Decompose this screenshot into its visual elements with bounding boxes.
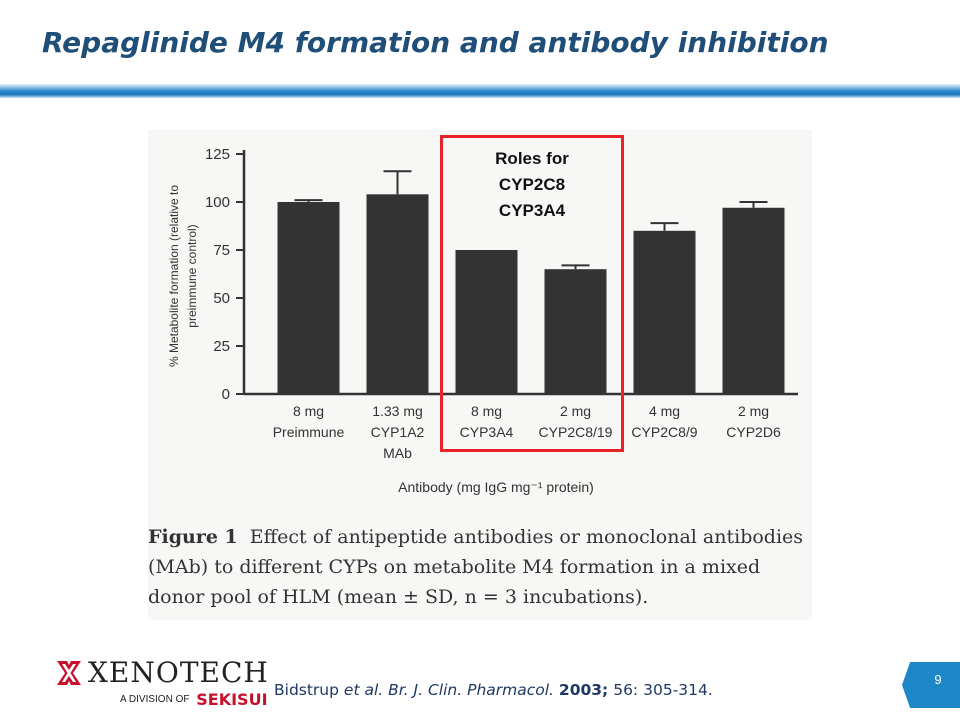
logo-division-prefix: A DIVISION OF [120, 694, 190, 706]
highlight-line: Roles for [495, 149, 569, 168]
category-label: 1.33 mg [372, 403, 423, 419]
bar [455, 250, 518, 394]
citation-year: 2003; [558, 681, 609, 699]
category-label: 8 mg [471, 403, 502, 419]
figure-caption-text: Effect of antipeptide antibodies or mono… [148, 526, 804, 608]
category-label: CYP2C8/19 [539, 424, 613, 440]
bar [722, 207, 785, 394]
highlight-line: CYP3A4 [498, 201, 566, 220]
highlight-line: CYP2C8 [498, 175, 566, 194]
page-number: 9 [934, 672, 942, 687]
bar [366, 194, 429, 394]
category-label: Preimmune [273, 424, 345, 440]
category-label: CYP1A2 [371, 424, 425, 440]
xenotech-logo: XENOTECH A DIVISION OF SEKISUI [52, 654, 268, 710]
category-label: 8 mg [293, 403, 324, 419]
y-tick-label: 0 [222, 386, 230, 403]
bar-chart: 0 25 50 75 100 125 % Metabolite formation (rel… [167, 146, 798, 495]
y-tick-label: 25 [213, 338, 230, 355]
title-rule [0, 84, 960, 98]
y-tick-label: 50 [213, 290, 230, 307]
bar [633, 230, 696, 394]
y-tick-label: 125 [205, 146, 230, 163]
slide-title: Repaglinide M4 formation and antibody in… [42, 26, 829, 59]
figure-caption: Figure 1 Effect of antipeptide antibodie… [148, 522, 812, 612]
y-tick-label: 75 [213, 242, 230, 259]
citation-etal: et al. [343, 681, 384, 699]
logo-division: A DIVISION OF SEKISUI [120, 690, 268, 709]
category-label: 4 mg [649, 403, 680, 419]
x-axis-label: Antibody (mg IgG mg⁻¹ protein) [398, 479, 594, 495]
figure-image: 0 25 50 75 100 125 % Metabolite formation (rel… [148, 130, 812, 620]
y-tick-label: 100 [205, 194, 230, 211]
logo-parent: SEKISUI [196, 690, 268, 709]
y-axis-label: % Metabolite formation (relative to preim… [167, 185, 199, 367]
citation: Bidstrup et al. Br. J. Clin. Pharmacol. … [274, 681, 713, 699]
citation-journal: Br. J. Clin. Pharmacol. [388, 681, 554, 699]
figure-label: Figure 1 [148, 526, 238, 548]
bar [277, 202, 340, 394]
highlight-box [440, 135, 624, 452]
highlight-annotation: Roles for CYP2C8 CYP3A4 [440, 146, 624, 224]
page-number-tab [902, 662, 960, 708]
bar [544, 269, 607, 394]
category-label: MAb [383, 445, 412, 461]
citation-pages: 305-314. [643, 681, 713, 699]
xenotech-mark-icon [57, 661, 81, 685]
category-label: 2 mg [560, 403, 591, 419]
category-label: CYP3A4 [460, 424, 514, 440]
citation-volume: 56: [613, 681, 639, 699]
citation-authors: Bidstrup [274, 681, 339, 699]
category-label: CYP2C8/9 [631, 424, 697, 440]
logo-wordmark: XENOTECH [88, 656, 269, 689]
category-label: 2 mg [738, 403, 769, 419]
category-label: CYP2D6 [726, 424, 781, 440]
